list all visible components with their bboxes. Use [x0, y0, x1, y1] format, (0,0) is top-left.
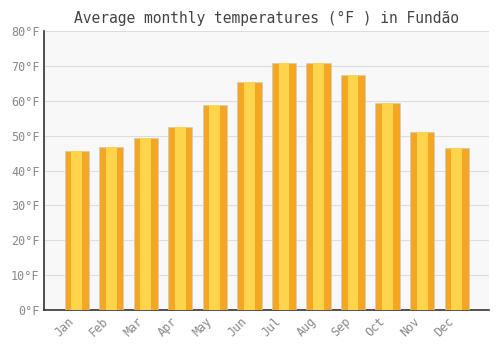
Bar	[410, 132, 434, 310]
Bar	[106, 147, 117, 310]
Bar	[64, 152, 89, 310]
Bar	[451, 148, 462, 310]
Bar	[306, 63, 330, 310]
Bar	[376, 103, 400, 310]
Bar	[168, 127, 192, 310]
Bar	[134, 138, 158, 310]
Bar	[278, 63, 289, 310]
Bar	[348, 75, 358, 310]
Bar	[175, 127, 186, 310]
Bar	[72, 152, 82, 310]
Bar	[444, 148, 468, 310]
Bar	[203, 105, 227, 310]
Bar	[140, 138, 151, 310]
Bar	[99, 147, 124, 310]
Title: Average monthly temperatures (°F ) in Fundão: Average monthly temperatures (°F ) in Fu…	[74, 11, 459, 26]
Bar	[244, 82, 255, 310]
Bar	[341, 75, 365, 310]
Bar	[238, 82, 262, 310]
Bar	[210, 105, 220, 310]
Bar	[272, 63, 296, 310]
Bar	[313, 63, 324, 310]
Bar	[416, 132, 428, 310]
Bar	[382, 103, 393, 310]
